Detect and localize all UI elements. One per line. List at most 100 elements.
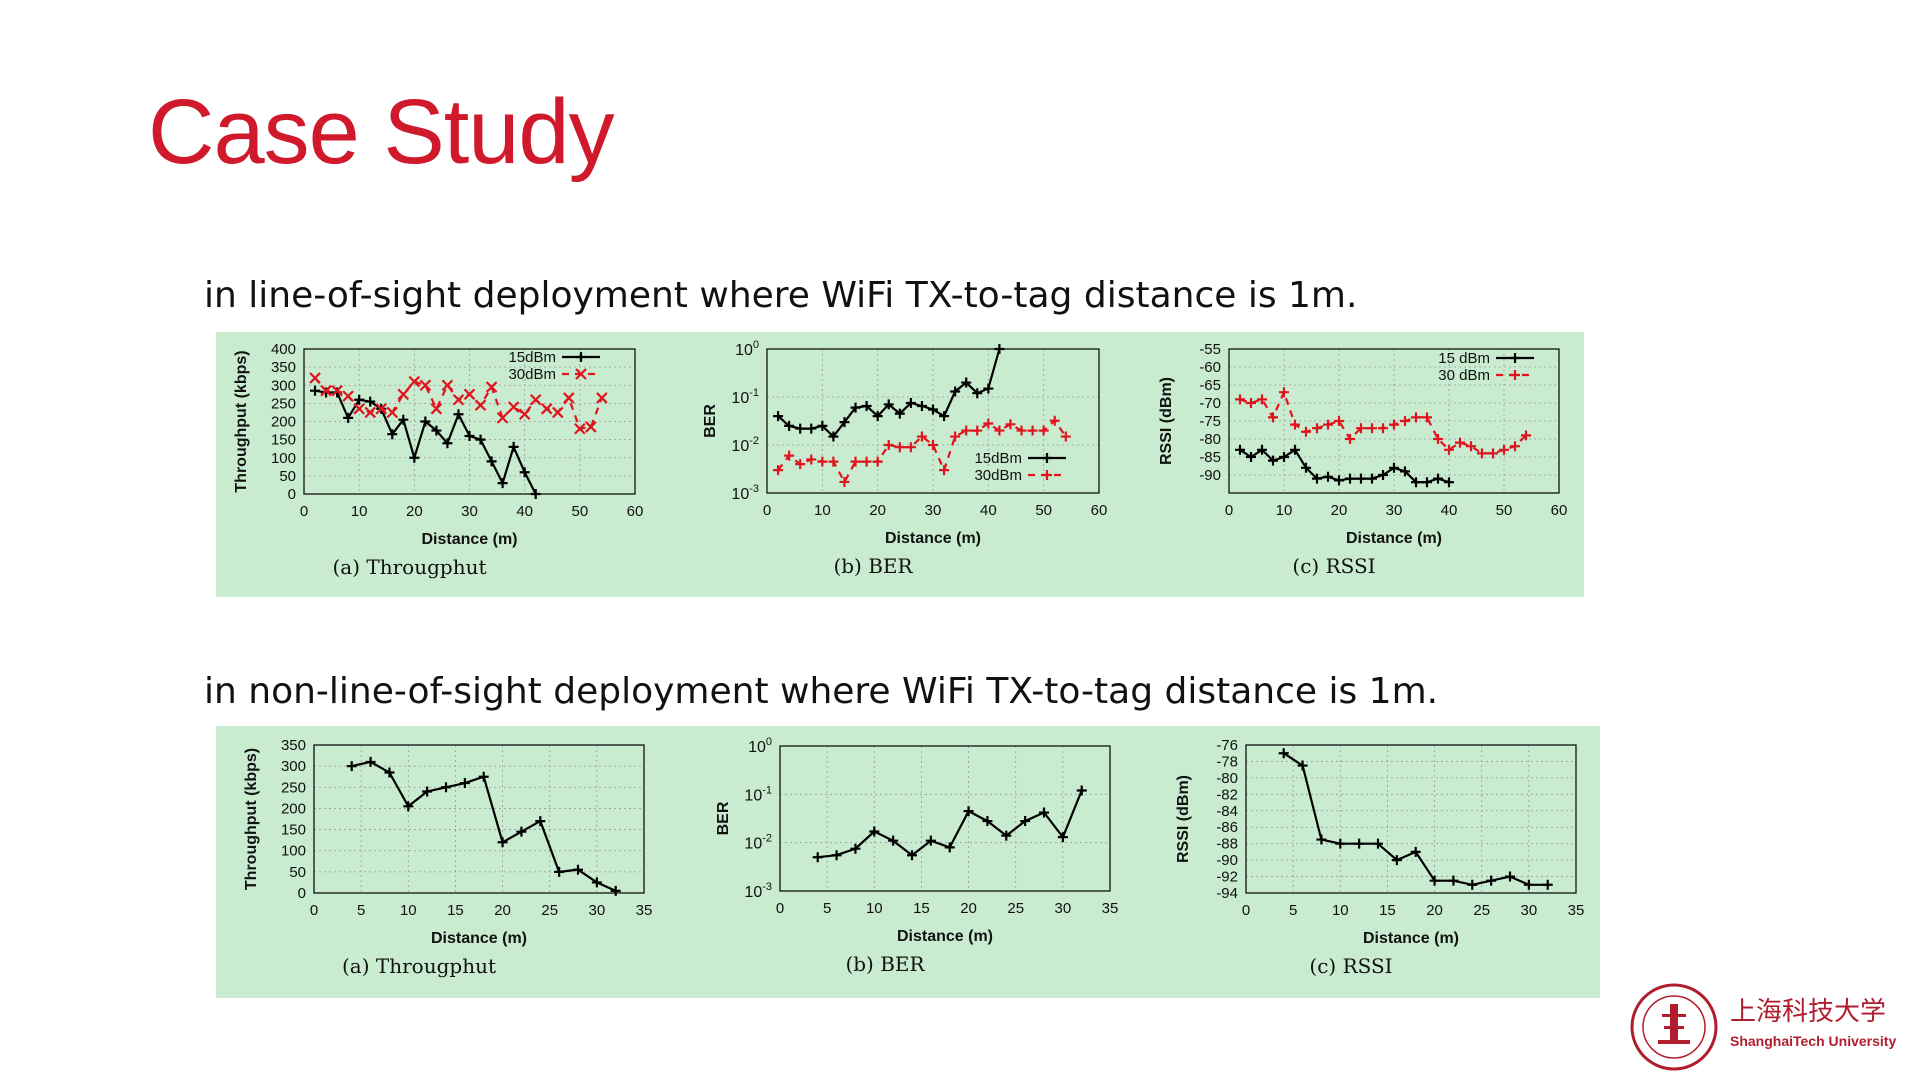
data-point-marker — [516, 826, 527, 837]
figure-panel-nlos — [216, 726, 1600, 998]
data-point-marker — [1486, 875, 1497, 886]
data-point-marker — [1301, 462, 1311, 473]
data-point-marker — [994, 344, 1005, 354]
x-tick-label: 30 — [1521, 902, 1538, 919]
x-tick-label: 0 — [310, 902, 318, 919]
y-tick-label: 400 — [271, 341, 296, 358]
data-point-marker — [1389, 462, 1399, 473]
data-point-marker — [408, 375, 421, 388]
y-tick-label: 0 — [298, 885, 306, 902]
data-point-marker — [1467, 879, 1478, 890]
data-point-marker — [346, 761, 357, 772]
data-point-marker — [422, 786, 433, 797]
x-tick-label: 25 — [1007, 900, 1024, 917]
data-point-marker — [1448, 875, 1459, 886]
subcaption: (c) RSSI — [1292, 554, 1375, 578]
data-point-marker — [950, 431, 961, 442]
data-point-marker — [983, 418, 994, 429]
data-point-marker — [486, 456, 497, 467]
x-tick-label: 0 — [1242, 902, 1250, 919]
data-point-marker — [928, 404, 938, 415]
series-line — [1239, 448, 1450, 484]
data-point-marker — [1367, 473, 1377, 484]
data-point-marker — [463, 388, 476, 401]
data-point-marker — [925, 835, 936, 846]
series-30dbm: 30dBm — [309, 366, 608, 435]
data-point-marker — [795, 459, 806, 470]
data-point-marker — [1354, 838, 1365, 849]
y-tick-label: -90 — [1199, 467, 1221, 484]
data-point-marker — [1523, 879, 1534, 890]
data-point-marker — [872, 456, 883, 467]
x-tick-label: 40 — [1441, 502, 1458, 519]
data-point-marker — [817, 456, 828, 467]
series-line — [777, 348, 1001, 439]
data-point-marker — [828, 456, 839, 467]
data-point-marker — [554, 866, 565, 877]
x-tick-label: 0 — [763, 502, 771, 519]
data-point-marker — [403, 801, 414, 812]
data-point-marker — [496, 412, 509, 424]
y-tick-label: -92 — [1216, 869, 1238, 886]
x-tick-label: 25 — [1473, 902, 1490, 919]
y-tick-label: -75 — [1199, 413, 1221, 430]
data-point-marker — [1444, 477, 1454, 488]
data-point-marker — [1505, 871, 1515, 882]
data-point-marker — [961, 377, 972, 388]
data-point-marker — [386, 406, 399, 419]
data-point-marker — [1039, 807, 1049, 818]
subcaption: (c) RSSI — [1309, 954, 1392, 978]
series-15dbm — [1278, 748, 1553, 890]
legend-marker — [1042, 470, 1052, 480]
data-point-marker — [1411, 477, 1421, 488]
data-point-marker — [1373, 838, 1383, 849]
data-point-marker — [907, 850, 917, 861]
logo-chinese-name: 上海科技大学 — [1730, 996, 1886, 1026]
data-point-marker — [1268, 455, 1278, 466]
plot-frame — [1245, 744, 1577, 894]
data-point-marker — [1257, 444, 1267, 455]
data-point-marker — [1246, 452, 1256, 462]
subcaption: (b) BER — [845, 952, 925, 976]
x-tick-label: 20 — [406, 503, 423, 520]
data-point-marker — [1542, 879, 1553, 890]
data-point-marker — [1246, 398, 1256, 408]
data-point-marker — [478, 771, 489, 782]
data-point-marker — [1367, 423, 1377, 434]
data-point-marker — [1278, 748, 1289, 759]
legend-marker — [1510, 353, 1520, 363]
data-point-marker — [1378, 423, 1388, 434]
data-point-marker — [535, 816, 546, 827]
data-point-marker — [1466, 441, 1476, 452]
x-tick-label: 30 — [461, 503, 478, 520]
data-point-marker — [972, 425, 983, 436]
x-axis-label: Distance (m) — [897, 928, 993, 945]
data-point-marker — [331, 384, 343, 397]
y-tick-label: -65 — [1199, 377, 1221, 394]
y-tick-label: 300 — [281, 758, 306, 775]
x-tick-label: 15 — [447, 902, 464, 919]
y-tick-label: 10-2 — [744, 833, 772, 853]
data-point-marker — [1433, 434, 1443, 444]
x-tick-label: 5 — [357, 902, 365, 919]
data-point-marker — [1301, 426, 1311, 437]
data-point-marker — [1356, 473, 1366, 484]
data-point-marker — [894, 442, 905, 453]
y-tick-label: 200 — [271, 414, 296, 431]
data-point-marker — [507, 401, 520, 413]
legend-marker — [575, 368, 587, 380]
data-point-marker — [310, 385, 321, 396]
data-point-marker — [916, 431, 927, 442]
y-tick-label: 250 — [281, 779, 306, 796]
y-tick-label: 150 — [281, 822, 306, 839]
legend-label: 30dBm — [508, 366, 556, 383]
data-point-marker — [1334, 416, 1344, 426]
y-tick-label: -94 — [1216, 885, 1238, 902]
y-tick-label: -90 — [1216, 852, 1238, 869]
y-tick-label: -82 — [1216, 786, 1238, 803]
data-point-marker — [309, 372, 321, 384]
data-point-marker — [1400, 416, 1410, 426]
data-point-marker — [1488, 448, 1498, 459]
data-point-marker — [464, 431, 475, 441]
